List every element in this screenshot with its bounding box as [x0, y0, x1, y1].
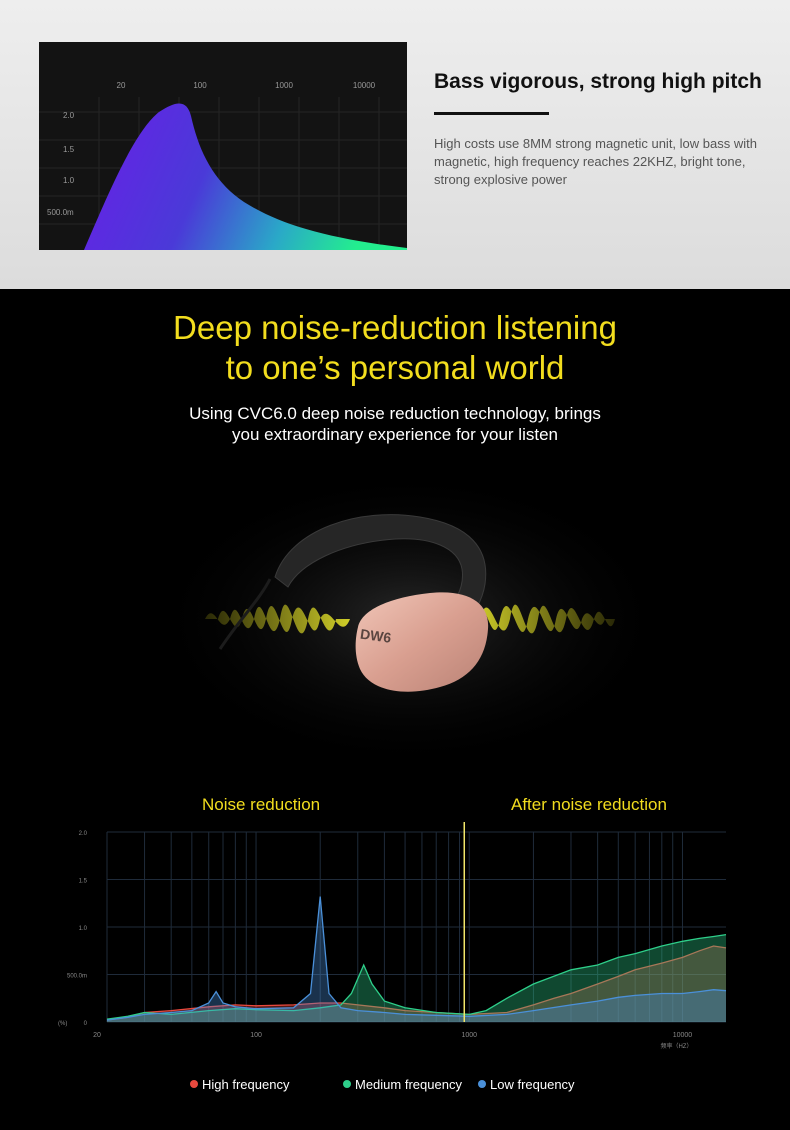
graph-x-tick: 20: [117, 81, 126, 90]
legend-dot-blue: [478, 1080, 486, 1088]
series-line-low: [106, 896, 727, 1021]
section-title-line-2: to one’s personal world: [225, 349, 565, 386]
chart-x-tick: 1000: [461, 1032, 477, 1039]
series-area-low: [107, 896, 726, 1022]
legend-dot-red: [190, 1080, 198, 1088]
bass-frequency-graph: 20 100 1000 10000 2.0 1.5 1.0 500.0m: [39, 42, 407, 250]
graph-x-tick: 10000: [353, 81, 376, 90]
chart-x-unit: 频率（HZ）: [660, 1042, 692, 1050]
graph-x-tick: 100: [193, 81, 207, 90]
earcup: [355, 592, 489, 692]
noise-reduction-section: Deep noise-reduction listening to one’s …: [0, 289, 790, 1130]
series-area-medium: [107, 934, 726, 1022]
graph-y-tick: 1.0: [63, 176, 75, 185]
feature-description: High costs use 8MM strong magnetic unit,…: [434, 136, 757, 187]
section-title-line-1: Deep noise-reduction listening: [173, 309, 617, 346]
feature-heading: Bass vigorous, strong high pitch: [434, 70, 762, 93]
cable: [218, 578, 272, 650]
right-sound-wave: [476, 604, 615, 634]
legend-item-low: Low frequency: [478, 1075, 575, 1093]
earphone-illustration: DW6: [150, 469, 670, 769]
legend-item-medium: Medium frequency: [343, 1075, 462, 1093]
chart-y-tick: 500.0m: [67, 974, 87, 980]
graph-y-tick: 500.0m: [47, 208, 74, 217]
heading-underline: [434, 112, 549, 115]
chart-y-tick: 1.0: [79, 926, 88, 932]
legend-label: High frequency: [202, 1076, 290, 1092]
chart-x-tick: 20: [93, 1032, 101, 1039]
graph-x-tick: 1000: [275, 81, 293, 90]
chart-y-unit: (%): [58, 1021, 67, 1027]
top-feature-section: 20 100 1000 10000 2.0 1.5 1.0 500.0m Bas…: [0, 0, 790, 289]
series-line-medium: [106, 933, 727, 1020]
legend-item-high: High frequency: [190, 1075, 289, 1093]
legend-label: Low frequency: [490, 1076, 575, 1092]
chart-x-tick: 100: [250, 1032, 262, 1039]
chart-y-tick: 0: [84, 1021, 88, 1027]
section-subtitle-line-1: Using CVC6.0 deep noise reduction techno…: [189, 404, 601, 423]
series-area-high: [107, 946, 726, 1022]
graph-y-tick: 1.5: [63, 145, 75, 154]
after-noise-reduction-label: After noise reduction: [511, 795, 667, 814]
noise-reduction-label: Noise reduction: [202, 795, 321, 814]
product-logo: DW6: [359, 626, 392, 646]
chart-y-tick: 2.0: [79, 831, 88, 837]
chart-x-tick: 10000: [673, 1032, 693, 1039]
noise-reduction-chart: 2.0 1.5 1.0 500.0m 0 (%) 20 100 1000 10000 频率（HZ）: [58, 822, 727, 1050]
legend-dot-green: [343, 1080, 351, 1088]
section-subtitle-line-2: you extraordinary experience for your li…: [232, 425, 558, 444]
bass-response-area: [84, 103, 407, 250]
legend-label: Medium frequency: [355, 1076, 462, 1092]
chart-y-tick: 1.5: [79, 879, 88, 885]
left-sound-wave: [205, 604, 350, 634]
bass-frequency-svg: 20 100 1000 10000 2.0 1.5 1.0 500.0m: [39, 81, 407, 250]
graph-y-tick: 2.0: [63, 111, 75, 120]
